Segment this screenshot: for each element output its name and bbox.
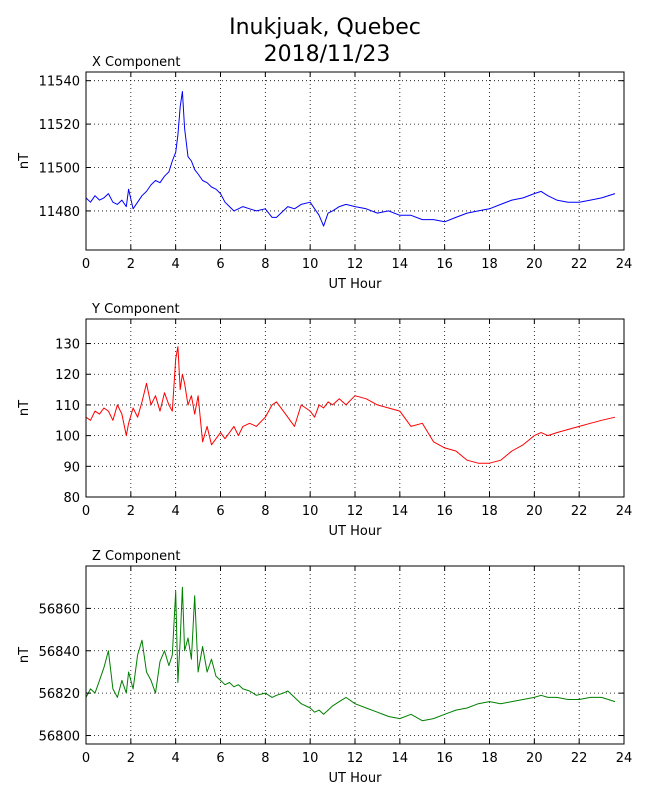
x-axis-label: UT Hour (329, 277, 383, 292)
x-tick-label: 22 (571, 504, 588, 519)
x-tick-label: 14 (392, 257, 409, 272)
y-tick-label: 11500 (39, 162, 80, 177)
series-line (85, 586, 616, 722)
x-tick-label: 2 (127, 751, 135, 766)
y-tick-label: 80 (63, 491, 80, 506)
y-tick-label: 56840 (39, 645, 80, 660)
y-tick-label: 11520 (39, 118, 80, 133)
panel-title: X Component (92, 55, 181, 70)
x-tick-label: 24 (616, 257, 633, 272)
x-tick-label: 4 (172, 257, 180, 272)
y-tick-label: 11540 (39, 75, 80, 90)
x-tick-label: 10 (302, 257, 319, 272)
y-axis-label: nT (17, 153, 32, 169)
y-tick-label: 100 (55, 430, 80, 445)
x-tick-label: 18 (481, 751, 498, 766)
y-tick-label: 56860 (39, 602, 80, 617)
chart-title-line1: Inukjuak, Quebec (229, 15, 421, 40)
x-tick-label: 22 (571, 751, 588, 766)
x-tick-label: 4 (172, 751, 180, 766)
x-tick-label: 2 (127, 257, 135, 272)
x-tick-label: 12 (347, 257, 364, 272)
y-tick-label: 11480 (39, 205, 80, 220)
x-tick-label: 12 (347, 504, 364, 519)
x-tick-label: 4 (172, 504, 180, 519)
x-tick-label: 0 (82, 504, 90, 519)
x-tick-label: 16 (436, 751, 453, 766)
panel-0: 0 2 4 6 8 10 12 14 16 18 20 22 241148011500115201154… (17, 55, 632, 292)
x-tick-label: 20 (526, 504, 543, 519)
x-tick-label: 8 (261, 751, 269, 766)
x-tick-label: 16 (436, 504, 453, 519)
x-tick-label: 20 (526, 751, 543, 766)
series-line (85, 346, 616, 464)
x-tick-label: 8 (261, 504, 269, 519)
x-tick-label: 2 (127, 504, 135, 519)
x-tick-label: 6 (216, 257, 224, 272)
x-tick-label: 0 (82, 751, 90, 766)
x-tick-label: 0 (82, 257, 90, 272)
panel-2: 0 2 4 6 8 10 12 14 16 18 20 22 245680056820568405686… (17, 549, 632, 786)
y-tick-label: 110 (55, 399, 80, 414)
panels: 0 2 4 6 8 10 12 14 16 18 20 22 241148011500115201154… (17, 55, 632, 786)
y-axis-label: nT (17, 647, 32, 663)
x-tick-label: 24 (616, 504, 633, 519)
x-axis-label: UT Hour (329, 524, 383, 539)
x-tick-label: 6 (216, 751, 224, 766)
x-tick-label: 18 (481, 257, 498, 272)
panel-title: Y Component (91, 302, 180, 317)
panel-title: Z Component (92, 549, 181, 564)
y-tick-label: 56820 (39, 687, 80, 702)
x-tick-label: 18 (481, 504, 498, 519)
y-tick-label: 56800 (39, 730, 80, 745)
x-tick-label: 10 (302, 751, 319, 766)
y-tick-label: 130 (55, 338, 80, 353)
x-tick-label: 14 (392, 751, 409, 766)
x-axis-label: UT Hour (329, 771, 383, 786)
x-tick-label: 6 (216, 504, 224, 519)
x-tick-label: 8 (261, 257, 269, 272)
y-tick-label: 90 (63, 460, 80, 475)
x-tick-label: 24 (616, 751, 633, 766)
x-tick-label: 10 (302, 504, 319, 519)
series-line (85, 91, 616, 227)
x-tick-label: 16 (436, 257, 453, 272)
x-tick-label: 14 (392, 504, 409, 519)
x-tick-label: 22 (571, 257, 588, 272)
x-tick-label: 20 (526, 257, 543, 272)
y-tick-label: 120 (55, 368, 80, 383)
y-axis-label: nT (17, 400, 32, 416)
chart-title-line2: 2018/11/23 (264, 42, 391, 67)
x-tick-label: 12 (347, 751, 364, 766)
